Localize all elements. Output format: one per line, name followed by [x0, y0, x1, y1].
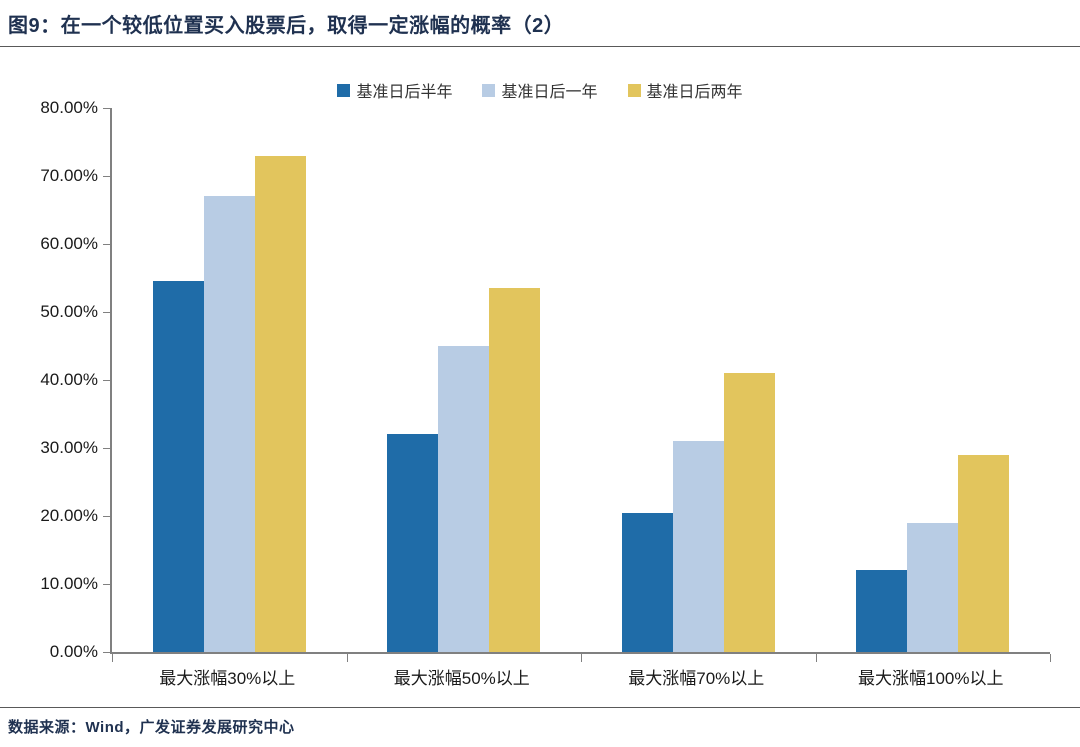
y-axis-tick	[103, 244, 110, 245]
legend-swatch-icon	[627, 83, 641, 97]
bar-group	[816, 108, 1051, 652]
source-text: 数据来源：Wind，广发证券发展研究中心	[8, 719, 295, 736]
bar-group	[347, 108, 582, 652]
y-axis-tick	[103, 312, 110, 313]
x-axis-tick	[346, 654, 348, 662]
title-divider	[0, 46, 1080, 47]
x-axis-tick	[112, 654, 113, 662]
legend-label: 基准日后半年	[356, 84, 453, 101]
bar	[621, 512, 673, 652]
bar	[203, 196, 255, 652]
bar-groups	[112, 108, 1050, 652]
legend-item: 基准日后两年	[627, 78, 743, 102]
bar-group	[581, 108, 816, 652]
y-tick-label: 50.00%	[40, 302, 98, 321]
category-label: 最大涨幅50%以上	[393, 669, 530, 688]
y-axis-tick	[103, 516, 110, 517]
x-axis-tick	[581, 654, 582, 662]
y-axis-tick	[103, 584, 110, 585]
source-divider	[0, 707, 1080, 708]
y-tick-label: 10.00%	[40, 574, 98, 593]
bar-group	[112, 108, 347, 652]
y-tick-label: 70.00%	[40, 166, 98, 185]
legend-item: 基准日后半年	[337, 78, 452, 102]
bar	[254, 155, 306, 652]
bar	[672, 441, 724, 652]
y-axis-tick	[103, 108, 110, 109]
plot-area: 80.00% 70.00% 60.00% 50.00% 40.00% 30.00% 20.0…	[40, 98, 1051, 662]
legend-label: 基准日后一年	[501, 84, 598, 101]
legend-swatch-icon	[482, 83, 496, 97]
x-axis-labels: 最大涨幅30%以上 最大涨幅50%以上 最大涨幅70%以上 最大涨幅100%以上	[110, 664, 1048, 689]
x-axis-tick	[1050, 654, 1051, 662]
bar	[958, 454, 1010, 652]
bar	[856, 570, 908, 652]
y-axis-tick	[103, 652, 110, 653]
y-tick-label: 80.00%	[40, 98, 98, 117]
y-tick-label: 60.00%	[40, 234, 98, 253]
legend-item: 基准日后一年	[482, 78, 598, 102]
y-tick-label: 30.00%	[40, 438, 98, 457]
bar	[723, 373, 775, 652]
bar	[907, 522, 959, 652]
bar	[152, 281, 204, 652]
bar	[438, 346, 490, 652]
category-label: 最大涨幅100%以上	[858, 669, 1004, 688]
x-axis-tick	[815, 654, 817, 662]
category-label: 最大涨幅30%以上	[159, 669, 296, 688]
y-axis-tick	[103, 176, 110, 177]
category-label: 最大涨幅70%以上	[628, 669, 765, 688]
y-axis-tick	[103, 448, 110, 449]
legend-label: 基准日后两年	[646, 84, 743, 101]
y-axis-tick	[103, 380, 110, 381]
legend-swatch-icon	[337, 83, 351, 97]
y-tick-label: 40.00%	[40, 370, 98, 389]
chart-legend: 基准日后半年 基准日后一年 基准日后两年	[0, 78, 1080, 102]
bar	[387, 434, 439, 652]
y-tick-label: 0.00%	[49, 642, 98, 661]
y-tick-label: 20.00%	[40, 506, 98, 525]
figure-title: 图9：在一个较低位置买入股票后，取得一定涨幅的概率（2）	[8, 15, 565, 37]
bar	[489, 288, 541, 652]
